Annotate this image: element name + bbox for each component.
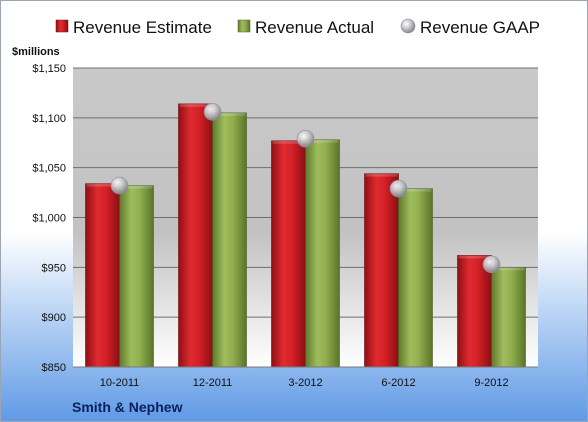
y-tick-label: $1,150: [32, 63, 66, 75]
bar-revenue-actual: [119, 185, 154, 368]
bar-revenue-estimate: [271, 140, 306, 368]
legend: Revenue Estimate Revenue Actual Revenue …: [55, 18, 540, 37]
legend-swatch-estimate: [55, 19, 69, 33]
bar-revenue-actual: [212, 112, 247, 368]
marker-revenue-gaap: [203, 103, 222, 121]
bar-revenue-actual-highlight: [492, 267, 525, 271]
bar-revenue-estimate-highlight: [458, 255, 491, 259]
legend-swatch-actual: [237, 19, 251, 33]
y-tick-label: $1,000: [32, 213, 66, 225]
bars: [85, 103, 526, 368]
y-axis-tick-labels: $850 $900 $950 $1,000 $1,050 $1,100 $1,150: [32, 63, 66, 374]
marker-revenue-gaap: [296, 129, 315, 148]
bar-revenue-actual-highlight: [213, 112, 246, 116]
legend-label-gaap: Revenue GAAP: [420, 18, 540, 37]
bar-revenue-estimate-highlight: [179, 103, 212, 107]
bar-revenue-actual: [398, 188, 433, 368]
unit-label: $millions: [12, 46, 60, 58]
gaap-markers: [110, 103, 501, 274]
bar-revenue-actual: [305, 139, 340, 368]
y-tick-label: $1,050: [32, 163, 66, 175]
bar-revenue-estimate: [85, 183, 120, 368]
x-axis-tick-labels: 10-2011 12-2011 3-2012 6-2012 9-2012: [100, 377, 509, 389]
y-tick-label: $850: [42, 362, 66, 374]
y-tick-label: $950: [42, 262, 66, 274]
bar-revenue-actual-highlight: [306, 139, 339, 143]
marker-revenue-gaap: [389, 179, 408, 198]
bar-revenue-estimate-highlight: [86, 183, 119, 187]
legend-marker-gaap: [400, 18, 416, 34]
x-tick-label: 3-2012: [288, 377, 322, 389]
marker-revenue-gaap: [110, 176, 129, 195]
bar-revenue-estimate: [178, 103, 213, 368]
legend-label-estimate: Revenue Estimate: [73, 18, 212, 37]
bar-revenue-estimate: [457, 255, 492, 368]
bar-revenue-estimate-highlight: [272, 140, 305, 144]
bar-revenue-actual-highlight: [120, 185, 153, 189]
bar-revenue-estimate: [364, 173, 399, 368]
marker-revenue-gaap: [482, 255, 501, 274]
bar-revenue-actual: [491, 267, 526, 368]
y-tick-label: $1,100: [32, 113, 66, 125]
x-tick-label: 10-2011: [100, 377, 140, 389]
x-tick-label: 6-2012: [381, 377, 415, 389]
bar-revenue-actual-highlight: [399, 188, 432, 192]
legend-label-actual: Revenue Actual: [255, 18, 374, 37]
company-label: Smith & Nephew: [72, 399, 183, 415]
x-tick-label: 9-2012: [474, 377, 508, 389]
y-tick-label: $900: [42, 312, 66, 324]
x-tick-label: 12-2011: [193, 377, 233, 389]
bar-revenue-estimate-highlight: [365, 173, 398, 177]
